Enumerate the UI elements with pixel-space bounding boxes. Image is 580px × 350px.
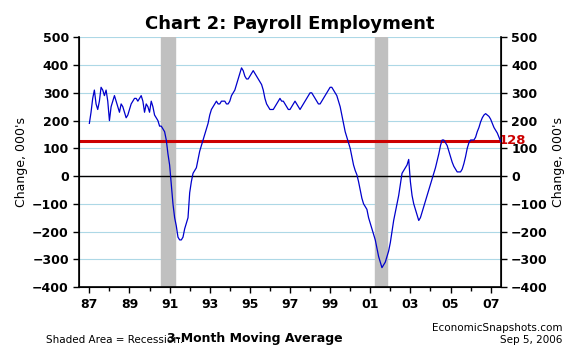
Bar (375, 37, 387, 287)
Title: Chart 2: Payroll Employment: Chart 2: Payroll Employment (145, 15, 435, 33)
Y-axis label: Change, 000's: Change, 000's (15, 117, 28, 207)
Text: 128: 128 (499, 134, 526, 147)
Text: EconomicSnapshots.com
Sep 5, 2006: EconomicSnapshots.com Sep 5, 2006 (432, 323, 563, 345)
Text: 3-Month Moving Average: 3-Month Moving Average (168, 332, 343, 345)
Y-axis label: Change, 000's: Change, 000's (552, 117, 565, 207)
Bar (161, 37, 175, 287)
Text: Shaded Area = Recession.: Shaded Area = Recession. (46, 335, 184, 345)
